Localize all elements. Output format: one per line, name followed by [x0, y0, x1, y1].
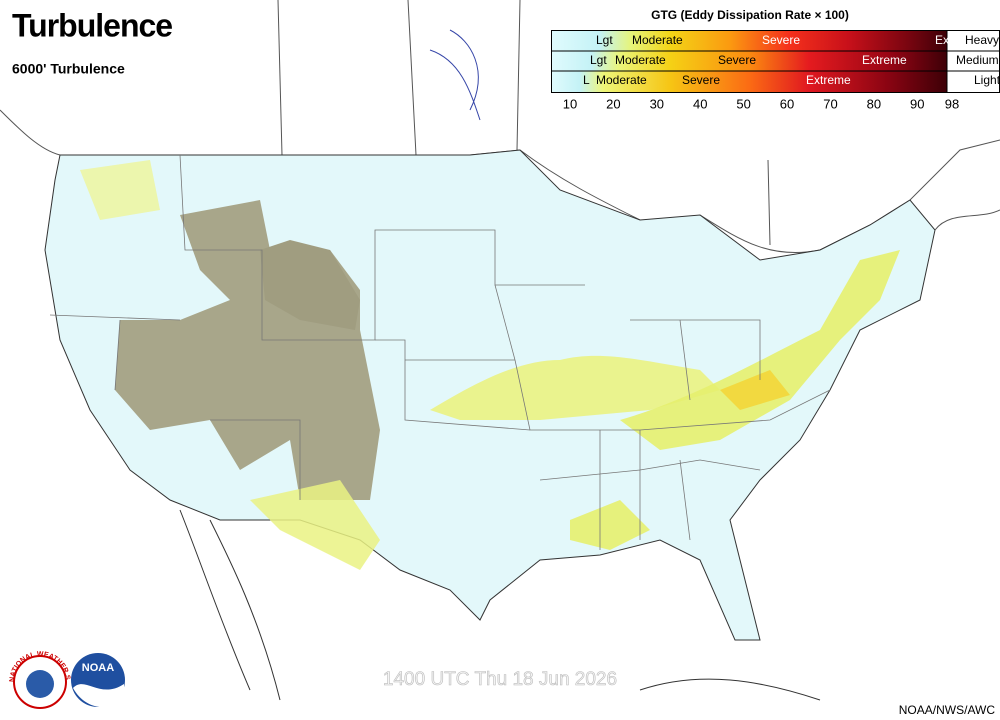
- subtitle: 6000' Turbulence: [12, 61, 125, 77]
- legend-label: Lgt: [596, 33, 613, 47]
- legend-colorbar: [552, 51, 947, 71]
- legend-label: Severe: [682, 73, 720, 87]
- noaa-logo-text: NOAA: [82, 662, 114, 674]
- legend-category: Medium: [956, 53, 999, 67]
- legend-label: Moderate: [632, 33, 683, 47]
- legend-tick-label: 40: [693, 96, 707, 111]
- baja-coast: [179, 509, 281, 701]
- legend-label: Moderate: [615, 53, 666, 67]
- legend-label: Lgt: [590, 53, 607, 67]
- legend-colorbar: [552, 71, 947, 92]
- legend-tick-label: 90: [910, 96, 924, 111]
- legend-tick-label: 30: [650, 96, 664, 111]
- legend-label: Extreme: [806, 73, 851, 87]
- legend-tick-label: 20: [606, 96, 620, 111]
- legend-colorbar: [552, 31, 947, 51]
- legend-category: Heavy: [965, 33, 999, 47]
- legend-label: Severe: [718, 53, 756, 67]
- legend-label: Severe: [762, 33, 800, 47]
- legend-tick-label: 98: [945, 96, 959, 111]
- legend-label: Extreme: [862, 53, 907, 67]
- legend-tick-label: 80: [867, 96, 881, 111]
- borders: [0, 0, 1000, 254]
- legend-tick-label: 10: [563, 96, 577, 111]
- legend-label: Moderate: [596, 73, 647, 87]
- legend-category: Light: [974, 73, 1000, 87]
- legend-label: L: [583, 73, 590, 87]
- credit: NOAA/NWS/AWC: [899, 703, 996, 717]
- state-lines: [49, 154, 831, 550]
- title: Turbulence: [12, 7, 172, 43]
- legend: GTG (Eddy Dissipation Rate × 100) Lgt Mo…: [548, 4, 1000, 118]
- legend-label: Ex: [935, 33, 949, 47]
- valid-time: 1400 UTC Thu 18 Jun 2026: [383, 669, 617, 690]
- legend-tick-label: 70: [823, 96, 837, 111]
- legend-tick-label: 60: [780, 96, 794, 111]
- legend-tick-label: 50: [736, 96, 750, 111]
- legend-title: GTG (Eddy Dissipation Rate × 100): [651, 8, 849, 22]
- noaa-logo: NOAA: [71, 653, 125, 708]
- cuba-coast: [639, 678, 821, 701]
